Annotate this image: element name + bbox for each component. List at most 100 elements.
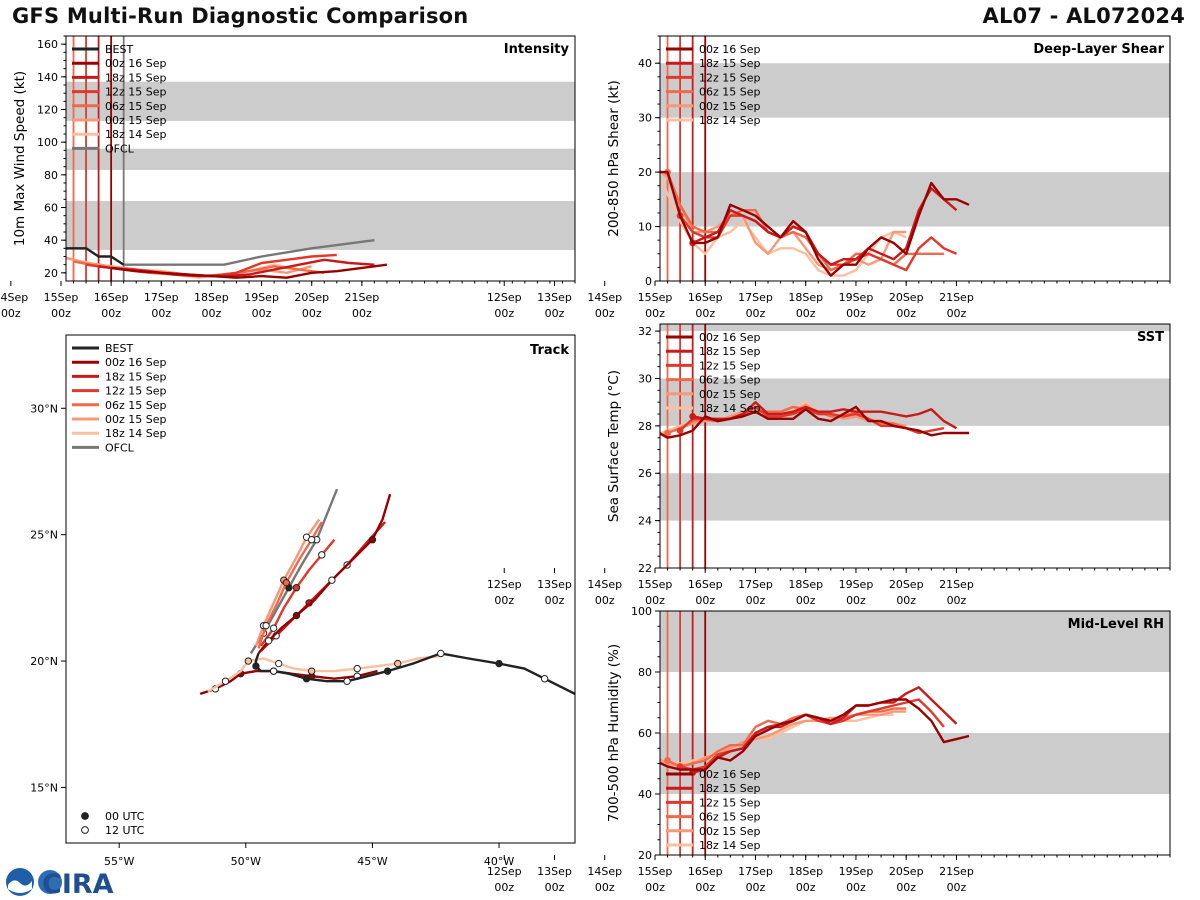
intensity-shaded-band (66, 81, 575, 121)
shear-init-point (639, 158, 646, 165)
track-point-00utc (368, 536, 377, 544)
intensity-xtick-label-date: 18Sep (194, 291, 229, 304)
track-point-00utc (394, 659, 402, 668)
sst-xtick-label-hour: 00z (896, 594, 916, 607)
track-point-12utc (269, 667, 278, 675)
rh-xtick-label-date: 15Sep (638, 865, 673, 878)
track-marker-legend-symbol (81, 812, 89, 820)
sst-xtick-label-date: 18Sep (788, 578, 823, 591)
rh-title: Mid-Level RH (1068, 617, 1164, 632)
sst-xtick-label-date: 16Sep (688, 578, 723, 591)
sst-plot-area (476, 324, 1170, 568)
shear-xtick-label-hour: 00z (645, 307, 665, 320)
rh-xtick-label-hour: 00z (645, 881, 665, 894)
rh-ytick-label: 20 (638, 849, 652, 862)
intensity-legend-label: OFCL (105, 142, 135, 155)
shear-xtick-label-hour: 00z (796, 307, 816, 320)
rh-init-point (664, 757, 671, 764)
track-point-12utc (264, 637, 273, 645)
sst-xtick-label-date: 13Sep (537, 578, 572, 591)
rh-xtick-label-hour: 00z (796, 881, 816, 894)
intensity-ytick-label: 60 (44, 202, 58, 215)
track-legend-label: 18z 14 Sep (105, 427, 167, 440)
intensity-title: Intensity (504, 42, 570, 57)
sst-shaded-band (660, 378, 1170, 426)
sst-legend-label: 06z 15 Sep (699, 374, 761, 387)
shear-plot-area (639, 36, 1170, 281)
intensity-shaded-band (66, 148, 575, 170)
track-point-12utc (318, 551, 326, 559)
sst-legend-label: 18z 14 Sep (699, 402, 761, 415)
intensity-xtick-label-hour: 00z (302, 307, 322, 320)
sst-ylabel: Sea Surface Temp (°C) (606, 370, 622, 522)
track-ytick-label: 15°N (30, 781, 58, 794)
track-panel: 55°W 50°W 45°W 40°W 15°N 20°N 25°N 30°N Track BES… (30, 334, 576, 868)
shear-xtick-label-date: 18Sep (788, 291, 823, 304)
sst-legend-label: 18z 15 Sep (699, 345, 761, 358)
shear-xtick-label-date: 15Sep (638, 291, 673, 304)
intensity-xtick-label-hour: 00z (1, 307, 21, 320)
sst-xtick-label-date: 17Sep (738, 578, 773, 591)
shear-xtick-label-hour: 00z (494, 307, 514, 320)
shear-series-line (660, 170, 970, 277)
shear-ytick-label: 20 (638, 166, 652, 179)
intensity-xtick-label-date: 17Sep (144, 291, 179, 304)
shear-xtick-label-hour: 00z (947, 307, 967, 320)
rh-init-point (476, 684, 483, 691)
sst-init-point (676, 427, 684, 435)
shear-xtick-label-date: 13Sep (537, 291, 572, 304)
shear-legend-label: 12z 15 Sep (699, 71, 761, 84)
sst-ytick-label: 26 (638, 467, 652, 480)
rh-xtick-label-date: 19Sep (839, 865, 874, 878)
shear-xtick-label-date: 20Sep (889, 291, 924, 304)
track-series-line (260, 521, 386, 652)
track-point-12utc (262, 621, 270, 630)
sst-frame (659, 323, 1171, 569)
rh-xtick-label-date: 14Sep (587, 865, 622, 878)
intensity-xtick-label-hour: 00z (51, 307, 71, 320)
intensity-panel: 20 40 60 80 100 120 140 160 12Sep 00z 13Sep 00z 14Se… (0, 35, 576, 320)
track-point-12utc (437, 649, 445, 658)
shear-xtick-label-hour: 00z (896, 307, 916, 320)
shear-legend-label: 00z 16 Sep (699, 43, 761, 56)
track-point-00utc (495, 659, 503, 668)
figure-title: GFS Multi-Run Diagnostic Comparison (12, 4, 469, 28)
intensity-xtick-label-date: 14Sep (0, 291, 28, 304)
rh-ylabel: 700-500 hPa Humidity (%) (606, 644, 622, 822)
rh-legend-label: 00z 16 Sep (699, 768, 761, 781)
shear-ytick-label: 30 (638, 112, 652, 125)
shear-ylabel: 200-850 hPa Shear (kt) (606, 80, 622, 237)
rh-xtick-label-hour: 00z (746, 881, 766, 894)
rh-plot-area (476, 611, 1170, 855)
sst-xtick-label-hour: 00z (947, 594, 967, 607)
sst-ytick-label: 24 (638, 515, 652, 528)
track-marker-legend-symbol (81, 826, 89, 834)
intensity-xtick-label-hour: 00z (151, 307, 171, 320)
track-ytick-label: 30°N (30, 402, 58, 415)
shear-series-line (666, 171, 944, 272)
rh-ytick-label: 80 (638, 666, 652, 679)
intensity-ytick-label: 40 (44, 234, 58, 247)
shear-series-line (692, 187, 958, 266)
sst-init-point (476, 439, 483, 446)
intensity-ytick-label: 120 (37, 104, 58, 117)
track-marker-legend-label: 12 UTC (105, 824, 145, 837)
sst-xtick-label-hour: 00z (595, 594, 615, 607)
rh-ytick-label: 60 (638, 727, 652, 740)
track-title: Track (530, 343, 569, 358)
rh-xtick-label-hour: 00z (545, 881, 565, 894)
intensity-shaded-band (66, 200, 575, 250)
rh-legend-label: 12z 15 Sep (699, 796, 761, 809)
sst-title: SST (1137, 330, 1164, 345)
rh-xtick-label-hour: 00z (695, 881, 715, 894)
intensity-xtick-label-date: 16Sep (94, 291, 129, 304)
sst-xtick-label-date: 12Sep (487, 578, 522, 591)
sst-shaded-band (660, 473, 1170, 521)
sst-xtick-label-hour: 00z (746, 594, 766, 607)
shear-ytick-label: 40 (638, 57, 652, 70)
intensity-series-line (110, 263, 388, 279)
rh-xtick-label-date: 16Sep (688, 865, 723, 878)
intensity-legend-label: 00z 16 Sep (105, 57, 167, 70)
intensity-xtick-label-hour: 00z (252, 307, 272, 320)
